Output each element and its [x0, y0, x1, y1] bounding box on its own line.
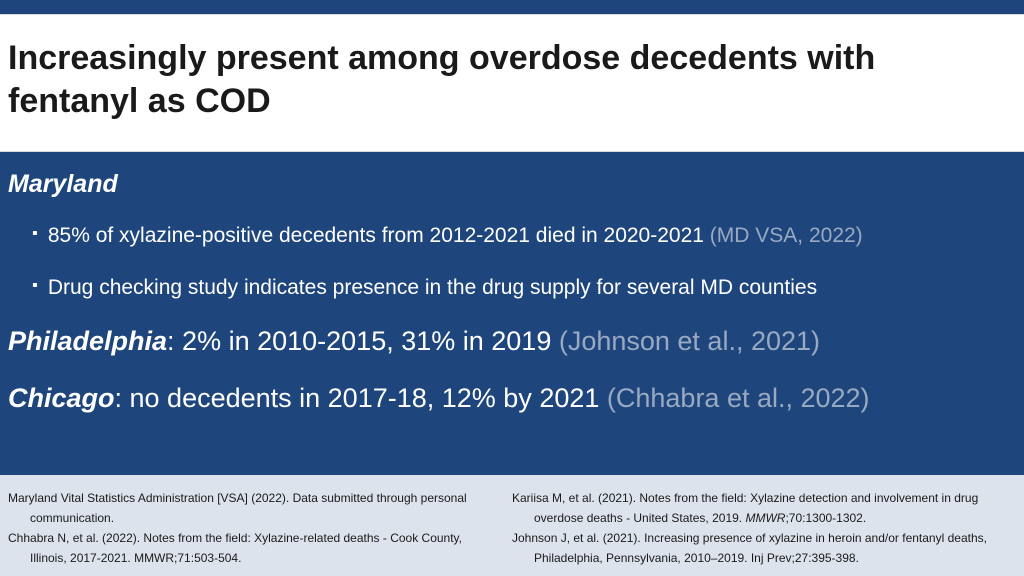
bullet-text: Drug checking study indicates presence i…: [47, 276, 818, 299]
bullet-icon: ▪: [32, 277, 38, 294]
slide-title: Increasingly present among overdose dece…: [8, 39, 876, 120]
bullet-icon: ▪: [32, 225, 38, 242]
maryland-heading: Maryland: [8, 170, 118, 198]
philadelphia-label: Philadelphia: [8, 326, 168, 356]
reference-item: Chhabra N, et al. (2022). Notes from the…: [8, 531, 463, 565]
maryland-bullet-1: ▪ 85% of xylazine-positive decedents fro…: [32, 224, 863, 248]
reference-item: Kariisa M, et al. (2021). Notes from the…: [512, 488, 1018, 528]
references-right-column: Kariisa M, et al. (2021). Notes from the…: [512, 488, 1018, 568]
chicago-label: Chicago: [8, 383, 115, 413]
reference-item: Johnson J, et al. (2021). Increasing pre…: [512, 528, 1018, 568]
chicago-text: : no decedents in 2017-18, 12% by 2021: [114, 383, 607, 413]
chicago-line: Chicago: no decedents in 2017-18, 12% by…: [8, 383, 870, 414]
slide-body: Maryland ▪ 85% of xylazine-positive dece…: [0, 152, 1024, 474]
bullet-text: 85% of xylazine-positive decedents from …: [47, 224, 710, 247]
reference-text: Johnson J, et al. (2021). Increasing pre…: [512, 531, 987, 565]
maryland-bullet-2: ▪ Drug checking study indicates presence…: [32, 276, 817, 300]
references-left-column: Maryland Vital Statistics Administration…: [8, 488, 488, 568]
philadelphia-citation: (Johnson et al., 2021): [558, 326, 821, 356]
references-panel: Maryland Vital Statistics Administration…: [0, 475, 1024, 576]
title-box: Increasingly present among overdose dece…: [0, 14, 1024, 152]
reference-text: ;70:1300-1302.: [785, 511, 867, 525]
reference-item: Maryland Vital Statistics Administration…: [8, 491, 467, 525]
philadelphia-line: Philadelphia: 2% in 2010-2015, 31% in 20…: [8, 326, 820, 357]
chicago-citation: (Chhabra et al., 2022): [606, 383, 870, 413]
reference-journal: MMWR: [745, 511, 786, 525]
reference-text: Kariisa M, et al. (2021). Notes from the…: [512, 491, 979, 525]
philadelphia-text: : 2% in 2010-2015, 31% in 2019: [167, 326, 559, 356]
bullet-citation: (MD VSA, 2022): [709, 224, 863, 247]
